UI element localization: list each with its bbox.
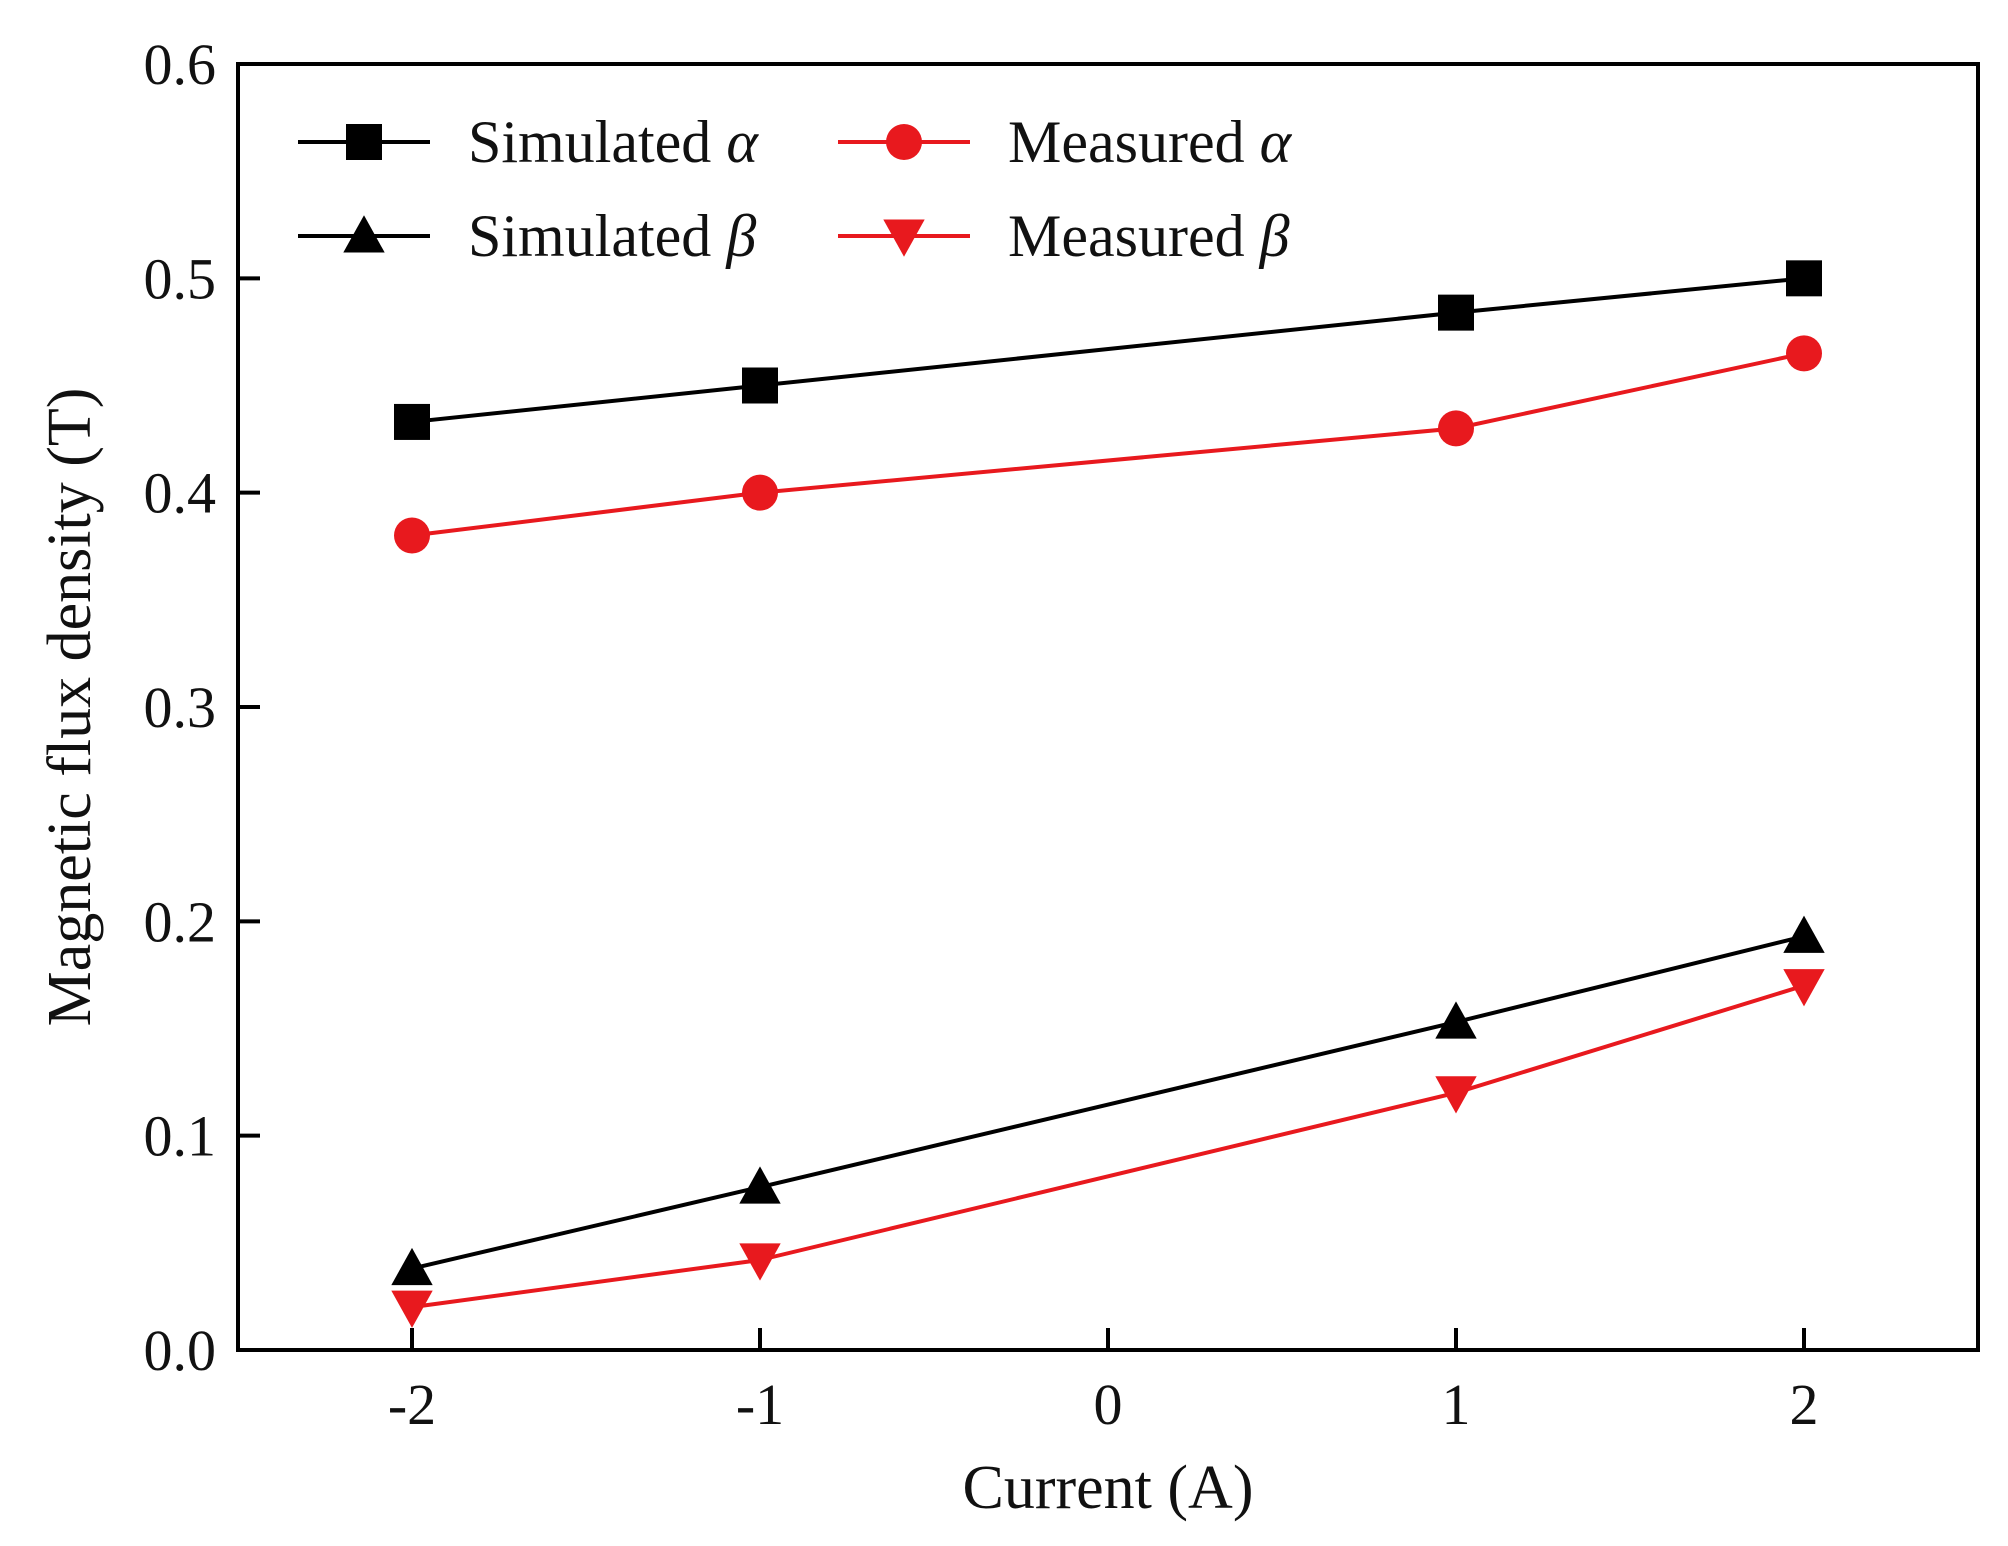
legend-greek-symbol: β	[1259, 203, 1290, 269]
y-tick-label: 0.1	[144, 1104, 217, 1169]
legend-series-name: Simulated	[468, 109, 726, 175]
legend-marker	[886, 124, 922, 160]
y-tick-label: 0.5	[144, 246, 217, 311]
data-point	[394, 403, 430, 440]
y-axis-title: Magnetic flux density (T)	[36, 388, 104, 1027]
data-point	[739, 1243, 781, 1281]
data-point	[391, 1290, 433, 1328]
x-tick-label: 0	[1094, 1372, 1123, 1437]
data-point	[391, 1247, 433, 1286]
legend-label: Simulated α	[468, 109, 759, 175]
series-line	[411, 983, 1805, 1310]
legend-series-name: Simulated	[468, 203, 726, 269]
y-tick-label: 0.0	[144, 1318, 217, 1383]
data-point	[1783, 969, 1825, 1007]
data-point	[1435, 1076, 1477, 1114]
legend-greek-symbol: α	[726, 109, 759, 175]
series-1	[394, 335, 1822, 554]
data-point	[739, 1166, 781, 1204]
data-point	[1783, 915, 1825, 953]
series-line	[411, 351, 1805, 538]
x-tick-label: 2	[1790, 1372, 1819, 1437]
legend-item: Measured α	[838, 109, 1293, 175]
data-point	[1438, 410, 1474, 447]
x-axis-title: Current (A)	[963, 1454, 1254, 1522]
series-0	[394, 260, 1822, 440]
legend-item: Simulated α	[298, 109, 759, 175]
data-point	[1438, 294, 1474, 331]
y-tick-label: 0.3	[144, 675, 217, 740]
y-tick-label: 0.4	[144, 461, 217, 526]
legend-greek-symbol: α	[1260, 109, 1293, 175]
series-line	[411, 276, 1805, 424]
series-line	[411, 934, 1805, 1271]
legend-label: Measured β	[1008, 203, 1290, 269]
legend-greek-symbol: β	[725, 203, 756, 269]
legend-series-name: Measured	[1008, 109, 1260, 175]
data-point	[742, 367, 778, 404]
x-tick-label: -2	[388, 1372, 436, 1437]
legend-series-name: Measured	[1008, 203, 1260, 269]
legend-marker	[346, 124, 382, 160]
data-point	[1786, 335, 1822, 372]
legend-item: Measured β	[838, 203, 1290, 269]
x-tick-label: 1	[1442, 1372, 1471, 1437]
data-point	[1435, 1001, 1477, 1039]
data-point	[394, 517, 430, 554]
data-point	[742, 474, 778, 511]
legend-label: Measured α	[1008, 109, 1293, 175]
data-point	[1786, 260, 1822, 297]
series-2	[391, 915, 1825, 1286]
series-3	[391, 969, 1825, 1328]
legend-label: Simulated β	[468, 203, 756, 269]
x-tick-label: -1	[736, 1372, 784, 1437]
y-tick-label: 0.2	[144, 889, 217, 954]
legend-marker	[343, 215, 385, 253]
y-tick-label: 0.6	[144, 32, 217, 97]
legend-item: Simulated β	[298, 203, 756, 269]
legend-marker	[883, 219, 925, 257]
